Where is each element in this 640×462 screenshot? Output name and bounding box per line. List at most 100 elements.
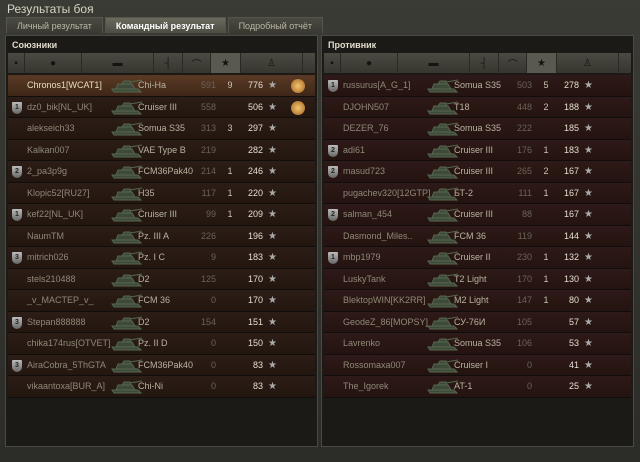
player-row[interactable]: pugachev320[12GTP] БТ-2 111 1 167 ★ (324, 182, 631, 204)
sort-by-medal-icon[interactable]: ♙ (241, 53, 303, 73)
tank-name: T18 (454, 101, 470, 112)
player-row[interactable]: Kalkan007 VAE Type B 219 282 ★ (8, 139, 315, 161)
player-name: 2_pa3p9g (27, 166, 68, 176)
player-row[interactable]: 3 mitrich026 Pz. I C 9 183 ★ (8, 247, 315, 269)
xp-value: 278 (563, 80, 579, 90)
player-row[interactable]: Dasmond_Miles.. FCM 36 119 144 ★ (324, 225, 631, 247)
player-name: Klopic52[RU27] (27, 187, 90, 198)
sort-by-squad-icon[interactable]: ▪ (324, 53, 341, 73)
player-row[interactable]: vikaantoxa[BUR_A] Chi-Ni 0 83 ★ (8, 376, 315, 398)
star-icon: ★ (268, 338, 277, 349)
tank-icon (424, 250, 460, 266)
rank-badge-icon: 1 (12, 101, 22, 114)
player-row[interactable]: BlektopWIN[KK2RR] M2 Light 147 1 80 ★ (324, 290, 631, 312)
player-name: GeodeZ_86[MOPSY] (343, 316, 429, 327)
star-icon: ★ (268, 101, 277, 113)
player-row[interactable]: 2 masud723 Cruiser III 265 2 167 ★ (324, 161, 631, 183)
player-row[interactable]: _v_MACTEP_v_ FCM 36 0 170 ★ (8, 290, 315, 312)
tank-icon (108, 336, 144, 352)
sort-by-kills-icon[interactable]: ⌒ (499, 53, 527, 73)
damage-value: 230 (516, 252, 532, 262)
tank-name: Somua S35 (454, 80, 502, 90)
tab-detailed[interactable]: Подробный отчёт (227, 17, 323, 33)
player-row[interactable]: 2 adi61 Cruiser III 176 1 183 ★ (324, 139, 631, 161)
tank-name: Cruiser III (454, 209, 494, 219)
player-name: russurus[A_G_1] (343, 80, 411, 90)
xp-value: 41 (568, 359, 579, 370)
player-row[interactable]: alekseich33 Somua S35 313 3 297 ★ (8, 118, 315, 140)
star-icon: ★ (584, 316, 593, 328)
player-row[interactable]: 3 AiraCobra_5ThGTA FCM36Pak40 0 83 ★ (8, 354, 315, 376)
player-name: vikaantoxa[BUR_A] (27, 381, 106, 391)
xp-value: 80 (568, 295, 579, 305)
player-row[interactable]: 1 mbp1979 Cruiser II 230 1 132 ★ (324, 247, 631, 269)
tab-personal[interactable]: Личный результат (6, 17, 103, 33)
sort-by-tank-icon[interactable]: ▬ (82, 53, 154, 73)
allies-panel: Союзники ▪ ● ▬ ┤ ⌒ ★ ♙ Chronos1[WCAT1] Chi-Ha 59… (5, 35, 318, 447)
player-row[interactable]: DEZER_76 Somua S35 222 185 ★ (324, 118, 631, 140)
xp-value: 144 (563, 230, 579, 241)
sort-by-tank-icon[interactable]: ▬ (398, 53, 470, 73)
tank-name: D2 (138, 273, 150, 284)
tank-icon (424, 100, 460, 116)
kills-value: 1 (227, 187, 233, 198)
tank-name: FCM 36 (138, 295, 171, 305)
star-icon: ★ (268, 187, 277, 199)
damage-value: 0 (526, 381, 532, 391)
player-row[interactable]: Rossomaxa007 Cruiser I 0 41 ★ (324, 354, 631, 376)
player-row[interactable]: 1 dz0_bik[NL_UK] Cruiser III 558 506 ★ (8, 96, 315, 118)
player-row[interactable]: chika174rus[OTVET] Pz. II D 0 150 ★ (8, 333, 315, 355)
tank-name: AT-1 (454, 381, 473, 391)
tank-icon (108, 164, 144, 180)
player-row[interactable]: 1 kef22[NL_UK] Cruiser III 99 1 209 ★ (8, 204, 315, 226)
player-row[interactable]: The_Igorek AT-1 0 25 ★ (324, 376, 631, 398)
xp-value: 167 (563, 209, 579, 219)
damage-value: 88 (521, 209, 532, 219)
rank-badge-icon: 1 (12, 209, 22, 221)
player-row[interactable]: GeodeZ_86[MOPSY] СУ-76И 105 57 ★ (324, 311, 631, 333)
player-row[interactable]: 3 Stepan888888 D2 154 151 ★ (8, 311, 315, 333)
sort-by-xp-star-icon[interactable]: ★ (211, 53, 241, 73)
player-name: stels210488 (27, 273, 76, 284)
tank-icon (424, 315, 460, 331)
sort-by-player-icon[interactable]: ● (341, 53, 398, 73)
star-icon: ★ (584, 123, 593, 134)
tank-name: H35 (138, 187, 155, 198)
player-row[interactable]: Klopic52[RU27] H35 117 1 220 ★ (8, 182, 315, 204)
damage-value: 176 (516, 144, 532, 155)
tab-team[interactable]: Командный результат (104, 17, 226, 33)
sort-by-player-icon[interactable]: ● (25, 53, 82, 73)
sort-by-damage-icon[interactable]: ┤ (470, 53, 499, 73)
player-row[interactable]: LuskyTank T2 Light 170 1 130 ★ (324, 268, 631, 290)
player-row[interactable]: DJOHN507 T18 448 2 188 ★ (324, 96, 631, 118)
tank-icon (424, 164, 460, 180)
sort-by-kills-icon[interactable]: ⌒ (183, 53, 211, 73)
player-row[interactable]: 2 salman_454 Cruiser III 88 167 ★ (324, 204, 631, 226)
damage-value: 313 (200, 123, 216, 133)
damage-value: 0 (526, 359, 532, 370)
sort-by-damage-icon[interactable]: ┤ (154, 53, 183, 73)
rank-badge-icon: 2 (328, 144, 338, 157)
star-icon: ★ (584, 166, 593, 177)
tank-icon (424, 358, 460, 374)
star-icon: ★ (268, 80, 277, 91)
tab-bar: Личный результат Командный результат Под… (6, 17, 323, 33)
player-name: AiraCobra_5ThGTA (27, 359, 106, 370)
player-row[interactable]: 1 russurus[A_G_1] Somua S35 503 5 278 ★ (324, 75, 631, 97)
star-icon: ★ (268, 166, 277, 177)
player-row[interactable]: Chronos1[WCAT1] Chi-Ha 591 9 776 ★ (8, 75, 315, 97)
kills-value: 9 (227, 80, 233, 90)
medal-icon (291, 100, 305, 115)
player-row[interactable]: NaumTM Pz. III A 226 196 ★ (8, 225, 315, 247)
sort-by-squad-icon[interactable]: ▪ (8, 53, 25, 73)
tank-icon (108, 207, 144, 223)
player-row[interactable]: 2 2_pa3p9g FCM36Pak40 214 1 246 ★ (8, 161, 315, 183)
player-row[interactable]: Lavrenko Somua S35 106 53 ★ (324, 333, 631, 355)
star-icon: ★ (584, 144, 593, 156)
sort-by-medal-icon[interactable]: ♙ (557, 53, 619, 73)
sort-by-xp-star-icon[interactable]: ★ (527, 53, 557, 73)
tank-name: Cruiser III (138, 209, 178, 219)
tank-name: Cruiser III (454, 144, 494, 155)
player-row[interactable]: stels210488 D2 125 170 ★ (8, 268, 315, 290)
tank-name: Cruiser III (138, 101, 178, 112)
